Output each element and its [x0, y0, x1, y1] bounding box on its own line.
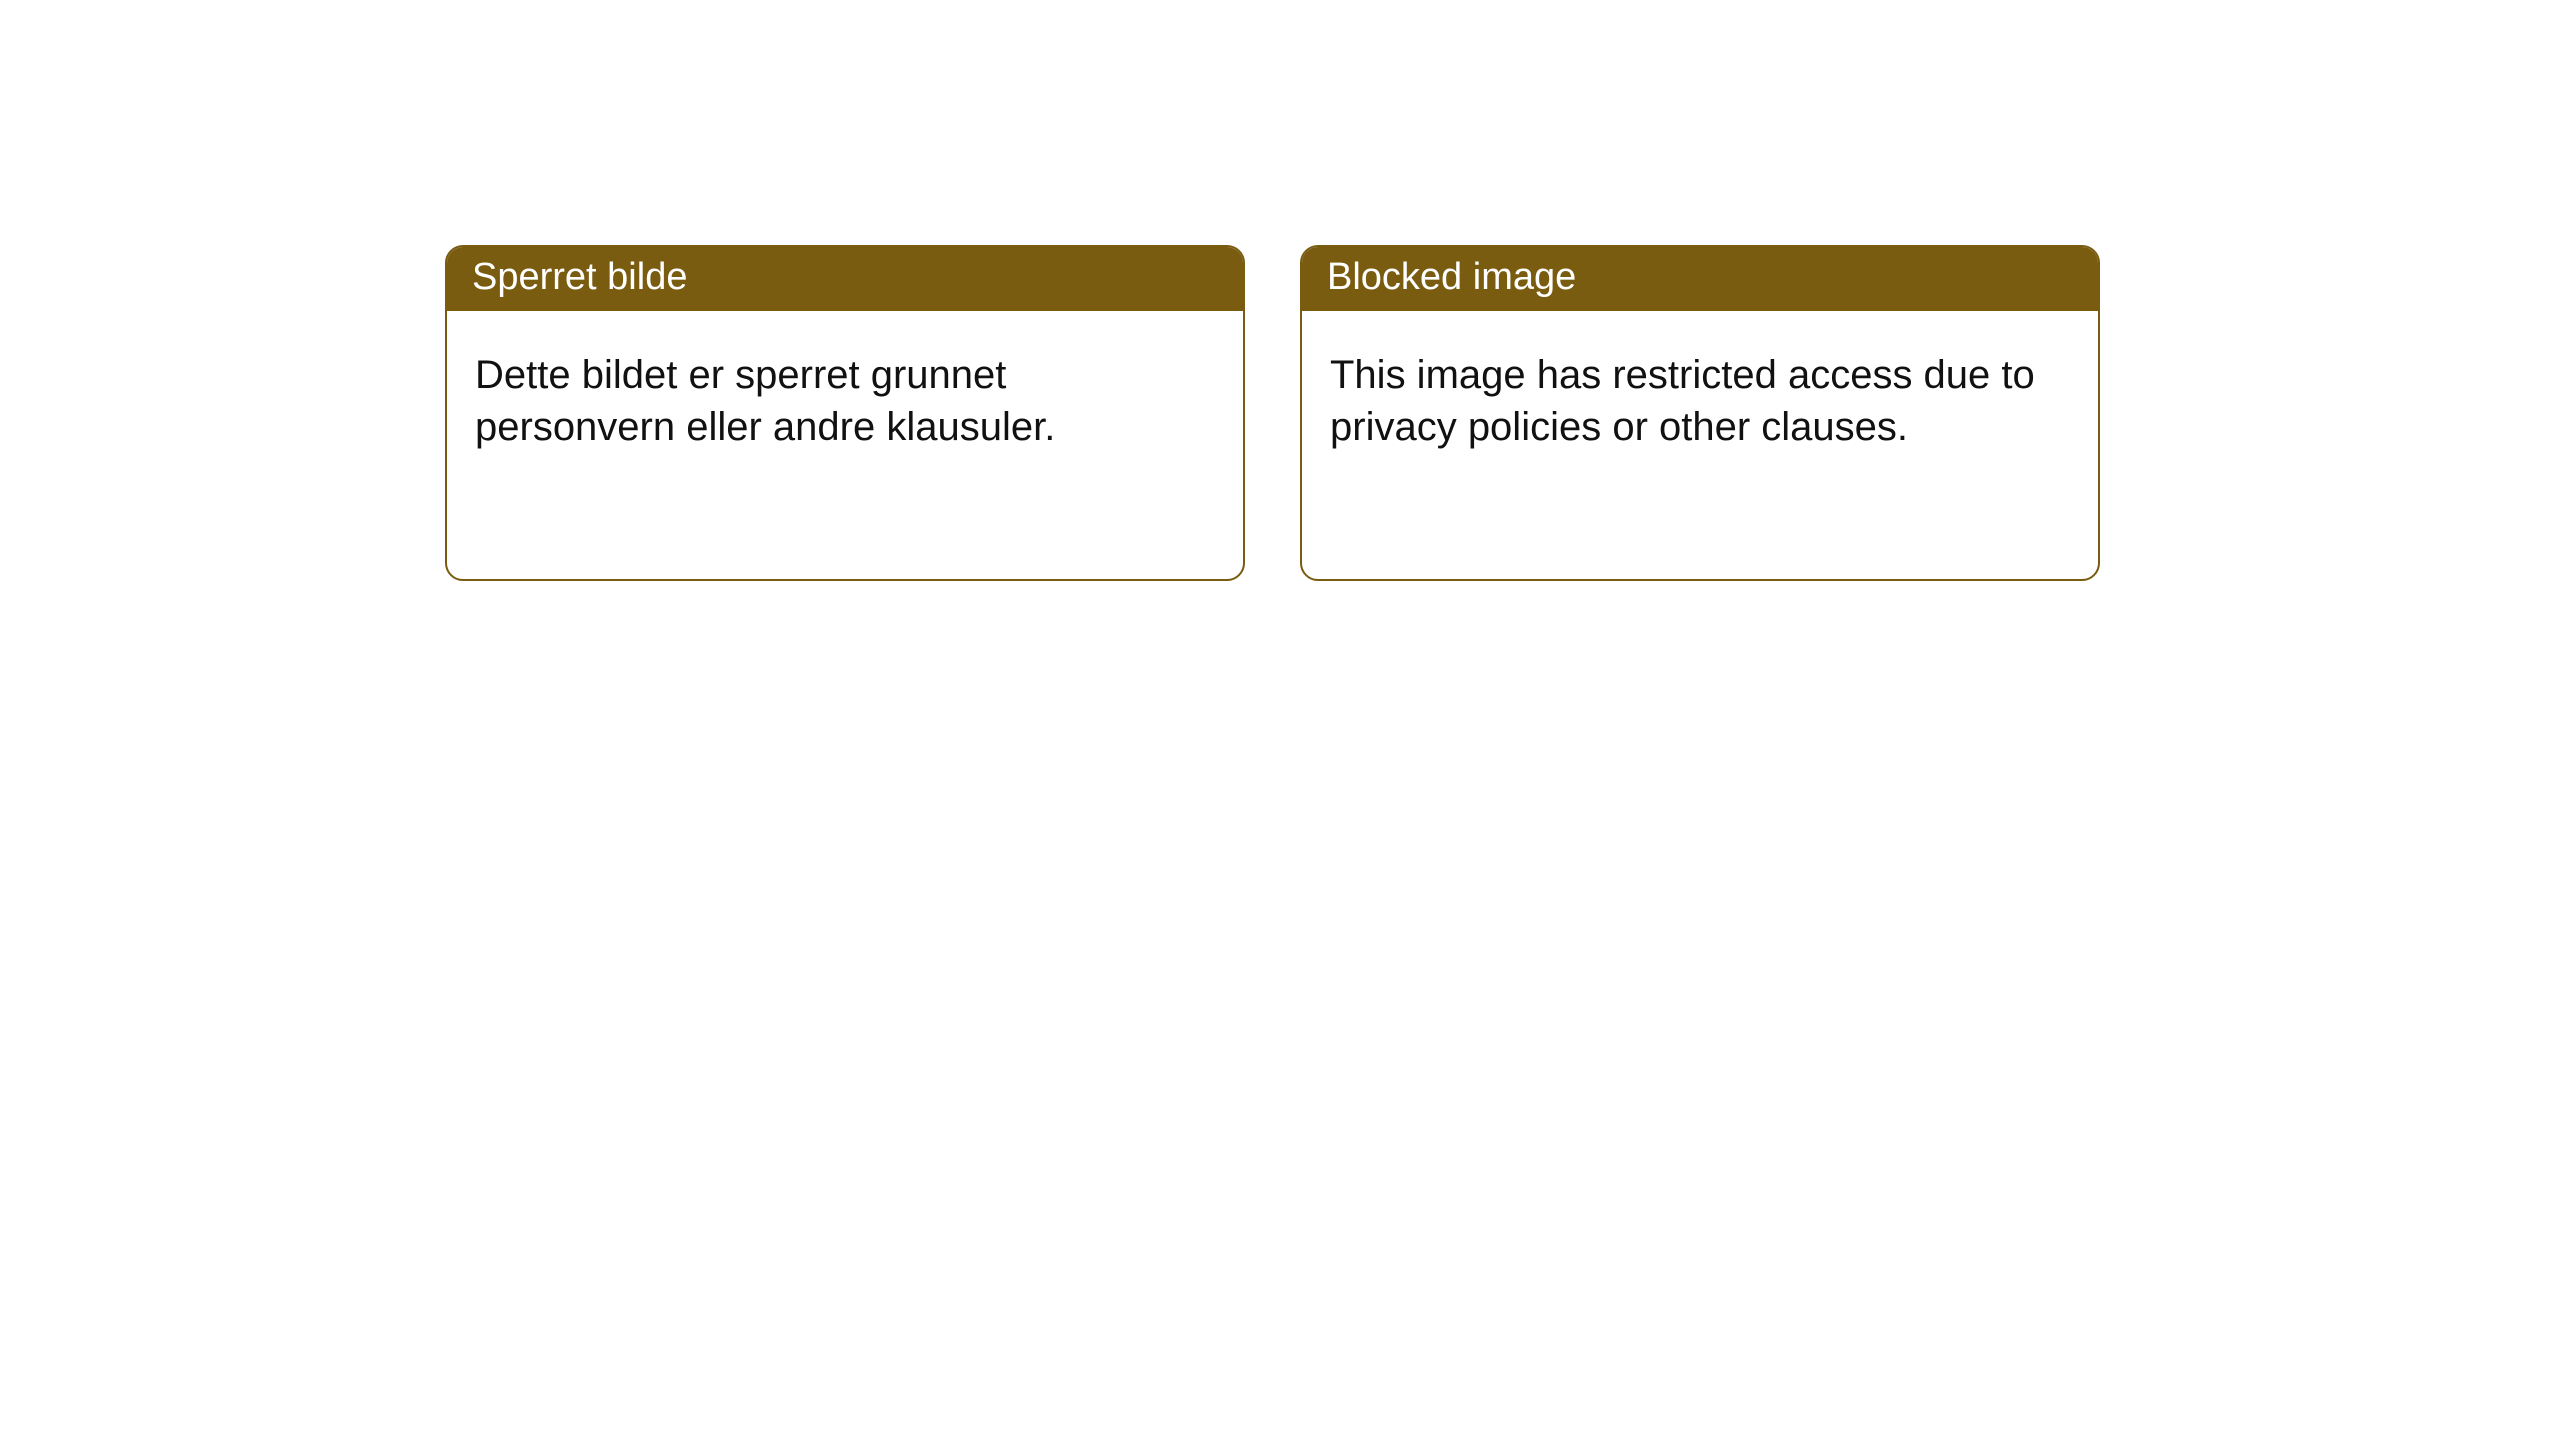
- notice-title-en: Blocked image: [1302, 247, 2098, 311]
- notice-title-no: Sperret bilde: [447, 247, 1243, 311]
- notice-body-no: Dette bildet er sperret grunnet personve…: [447, 311, 1243, 478]
- notice-container: Sperret bilde Dette bildet er sperret gr…: [445, 245, 2560, 581]
- notice-card-no: Sperret bilde Dette bildet er sperret gr…: [445, 245, 1245, 581]
- notice-body-en: This image has restricted access due to …: [1302, 311, 2098, 478]
- notice-card-en: Blocked image This image has restricted …: [1300, 245, 2100, 581]
